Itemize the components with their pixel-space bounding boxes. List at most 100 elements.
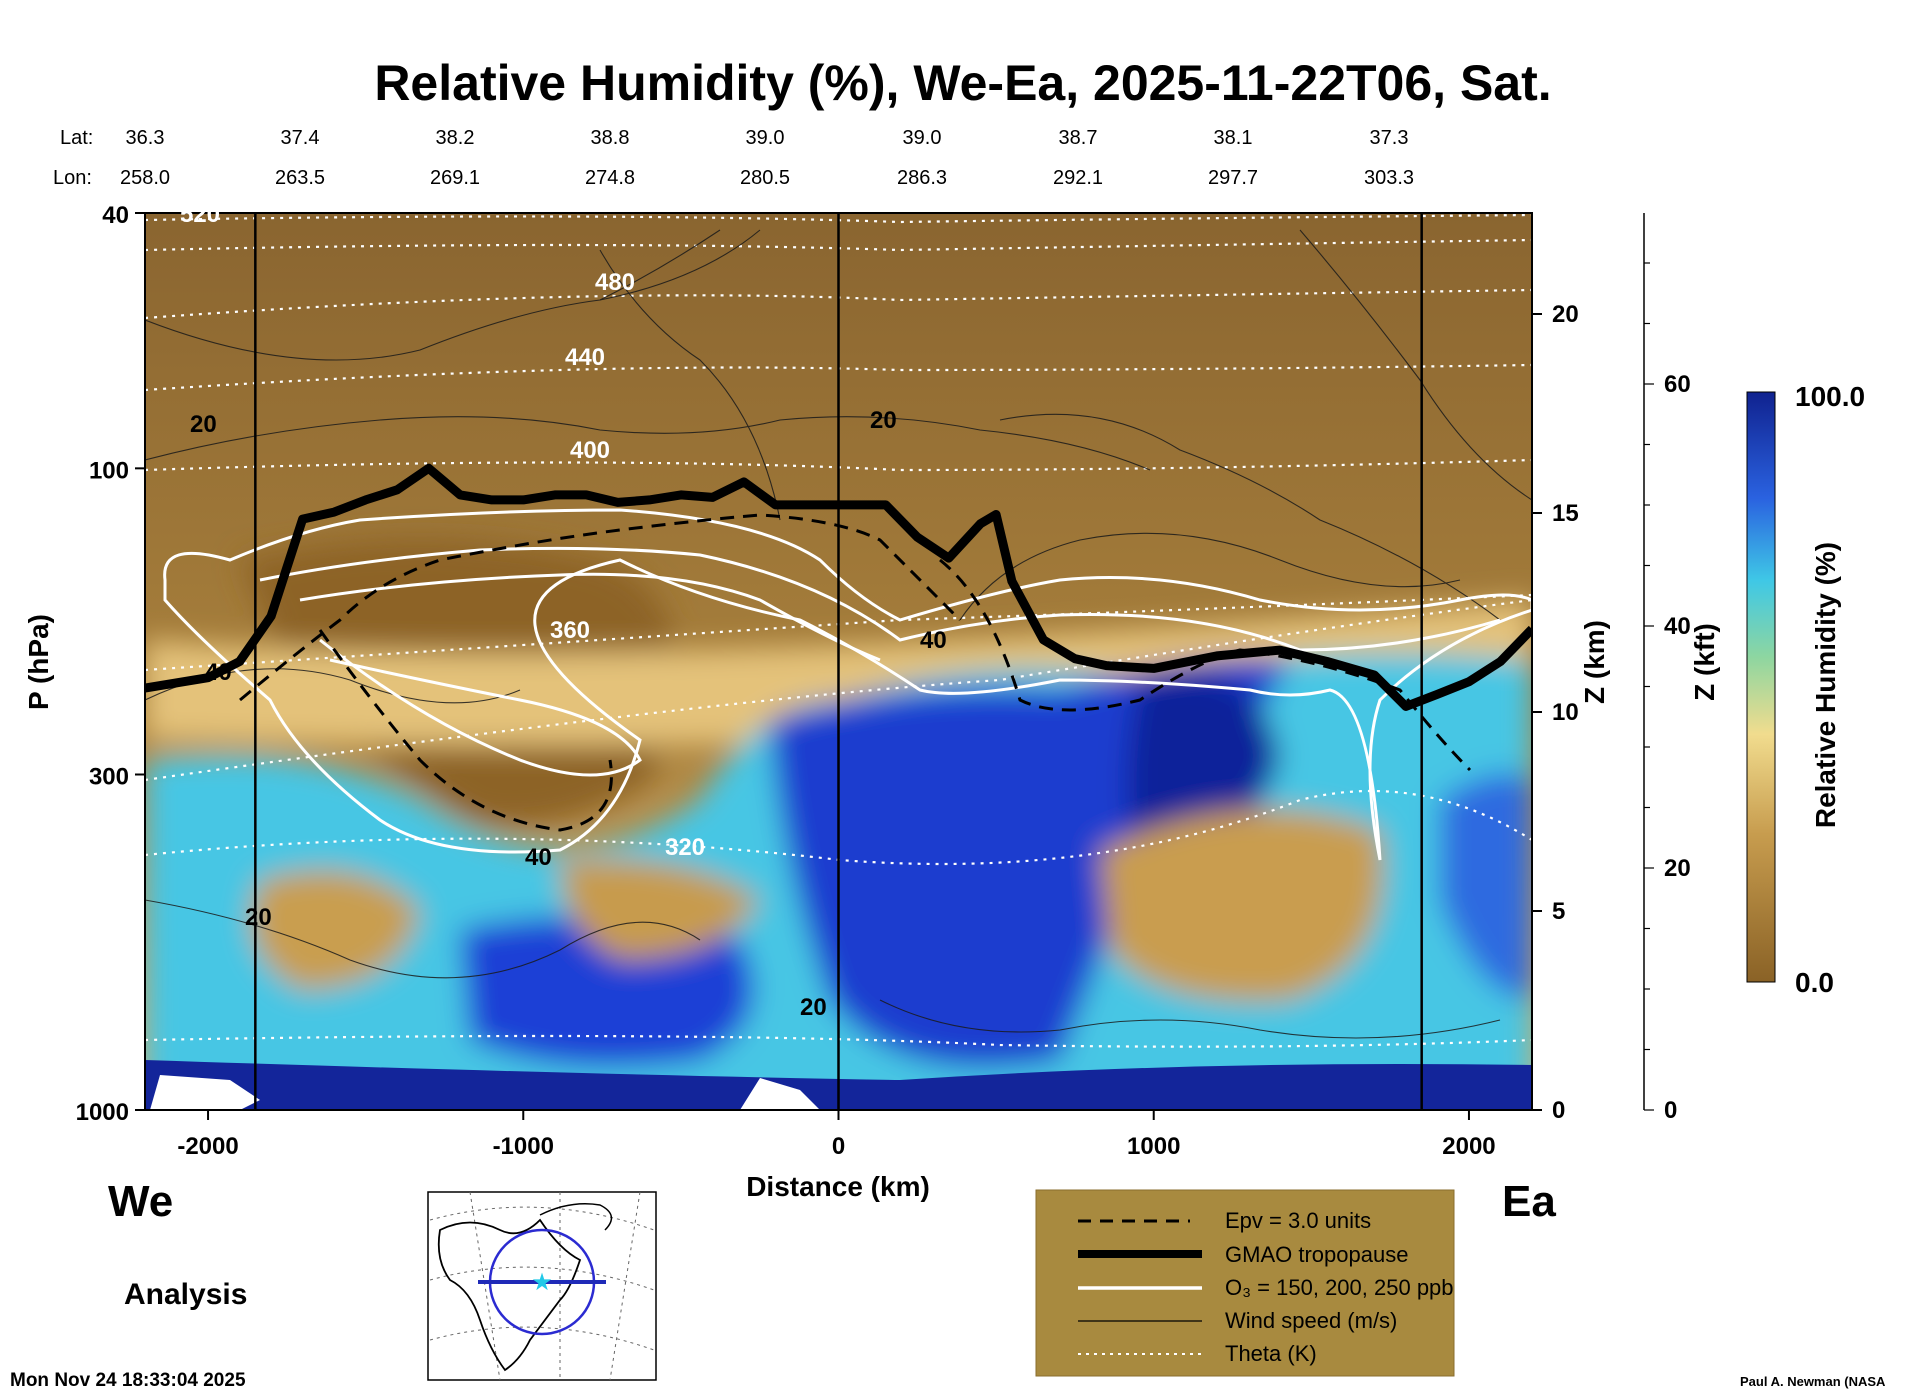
theta-label-320: 320 <box>665 834 705 861</box>
theta-line-300 <box>145 1034 1532 1048</box>
tropopause-line <box>145 463 1532 711</box>
west-label: We <box>108 1177 173 1226</box>
topography-mask <box>150 1075 260 1110</box>
ozone-contours <box>163 508 1532 861</box>
wind-label-40-c: 40 <box>525 844 552 871</box>
x-tick-label-0: -2000 <box>177 1133 238 1160</box>
station-lon-1: 263.5 <box>275 167 325 189</box>
theta-label-440: 440 <box>565 344 605 371</box>
station-lon-8: 303.3 <box>1364 167 1414 189</box>
legend-label-epv: Epv = 3.0 units <box>1225 1208 1371 1233</box>
wind-contour-b <box>145 416 1151 471</box>
x-axis: -2000 -1000 0 1000 2000 <box>177 1110 1496 1160</box>
graticule-2 <box>429 1266 655 1291</box>
wind-label-20-b: 20 <box>870 407 897 434</box>
wind-label-20-c: 20 <box>245 904 272 931</box>
zkm-tick-label-2: 10 <box>1552 699 1579 726</box>
timestamp: Mon Nov 24 18:33:04 2025 <box>10 1370 246 1391</box>
station-lat-3: 38.8 <box>591 127 630 149</box>
chart-title: Relative Humidity (%), We-Ea, 2025-11-22… <box>374 55 1551 111</box>
ozone-contour-150 <box>163 508 1532 861</box>
zkm-tick-label-0: 0 <box>1552 1097 1565 1124</box>
station-lat-4: 39.0 <box>746 127 785 149</box>
greenland-outline <box>539 1203 613 1231</box>
ozone-contour-inner <box>319 638 642 777</box>
lat-lon-header: Lat: Lon: 36.3 258.0 37.4 263.5 38.2 269.1 38.… <box>53 127 1414 189</box>
colorbar-max: 100.0 <box>1795 381 1865 412</box>
legend-label-theta: Theta (K) <box>1225 1341 1317 1366</box>
station-labels: 36.3 258.0 37.4 263.5 38.2 269.1 38.8 274.8 39.0… <box>120 127 1414 189</box>
wind-contour-j <box>599 229 721 301</box>
wind-label-40-a: 40 <box>920 627 947 654</box>
north-america-outline <box>437 1218 582 1372</box>
rh-dry-pocket-west <box>251 870 420 990</box>
station-lon-4: 280.5 <box>740 167 790 189</box>
pressure-axis: 40 100 300 1000 <box>76 202 145 1126</box>
z-km-axis: 0 5 10 15 20 <box>1532 301 1579 1124</box>
ozone-contour-200 <box>259 546 1501 652</box>
analysis-label: Analysis <box>124 1278 247 1311</box>
graticule-1 <box>429 1206 655 1231</box>
theta-label-400: 400 <box>570 437 610 464</box>
x-tick-label-1: -1000 <box>493 1133 554 1160</box>
wind-contour-labels: 20 20 20 20 40 40 40 <box>190 407 947 1021</box>
x-tick-label-4: 2000 <box>1442 1133 1495 1160</box>
station-lon-2: 269.1 <box>430 167 480 189</box>
theta-label-480: 480 <box>595 269 635 296</box>
inset-map: ★ <box>427 1191 657 1381</box>
zkft-tick-label-2: 40 <box>1664 613 1691 640</box>
x-tick-label-2: 0 <box>832 1133 845 1160</box>
station-lon-6: 292.1 <box>1053 167 1103 189</box>
p-tick-label-2: 300 <box>89 763 129 790</box>
colorbar-min: 0.0 <box>1795 967 1834 998</box>
station-lat-1: 37.4 <box>281 127 320 149</box>
topography-mask-east <box>740 1078 820 1110</box>
credit: Paul A. Newman (NASA <box>1740 1374 1886 1389</box>
legend-label-wind: Wind speed (m/s) <box>1225 1308 1397 1333</box>
wind-label-40-b: 40 <box>205 659 232 686</box>
theta-line-480 <box>145 288 1532 320</box>
zkm-tick-label-4: 20 <box>1552 301 1579 328</box>
station-lat-0: 36.3 <box>126 127 165 149</box>
station-lat-2: 38.2 <box>436 127 475 149</box>
z-kft-axis: 0 20 40 60 <box>1643 213 1691 1124</box>
rh-moist-lower-west <box>460 917 754 1067</box>
colorbar-gradient <box>1746 391 1776 983</box>
wind-contour-h <box>879 999 1501 1039</box>
east-label: Ea <box>1502 1177 1556 1226</box>
legend-label-tropopause: GMAO tropopause <box>1225 1242 1408 1267</box>
legend-label-ozone: O₃ = 150, 200, 250 ppb <box>1225 1275 1454 1300</box>
epv-contour-a <box>239 513 962 702</box>
theta-line-440 <box>145 363 1532 392</box>
wind-label-20-d: 20 <box>800 994 827 1021</box>
z-kft-axis-label: Z (kft) <box>1689 623 1720 701</box>
station-lat-5: 39.0 <box>903 127 942 149</box>
zkft-tick-label-3: 60 <box>1664 371 1691 398</box>
zkft-tick-label-1: 20 <box>1664 855 1691 882</box>
station-lon-5: 286.3 <box>897 167 947 189</box>
epv-contour-c <box>939 558 1472 772</box>
theta-label-520: 520 <box>180 201 220 228</box>
colorbar: 100.0 0.0 Relative Humidity (%) <box>1746 381 1865 998</box>
wind-contour-d <box>145 899 701 979</box>
z-km-axis-label: Z (km) <box>1579 620 1610 704</box>
rh-dry-pocket-mid <box>560 858 760 960</box>
lat-label: Lat: <box>60 127 93 149</box>
station-lat-6: 38.7 <box>1059 127 1098 149</box>
graticule-3 <box>429 1326 655 1351</box>
x-tick-label-3: 1000 <box>1127 1133 1180 1160</box>
ozone-contour-250 <box>299 572 881 662</box>
wind-speed-contours <box>145 229 1532 1039</box>
x-axis-label: Distance (km) <box>746 1171 930 1202</box>
zkm-tick-label-1: 5 <box>1552 898 1565 925</box>
vertical-markers <box>254 213 1423 1110</box>
p-tick-label-3: 1000 <box>76 1099 129 1126</box>
wind-contour-a <box>145 229 761 361</box>
station-lon-0: 258.0 <box>120 167 170 189</box>
station-lat-7: 38.1 <box>1214 127 1253 149</box>
epv-contours <box>239 513 1472 832</box>
lon-label: Lon: <box>53 167 92 189</box>
station-lon-3: 274.8 <box>585 167 635 189</box>
rh-moist-east-edge <box>1440 773 1532 1000</box>
